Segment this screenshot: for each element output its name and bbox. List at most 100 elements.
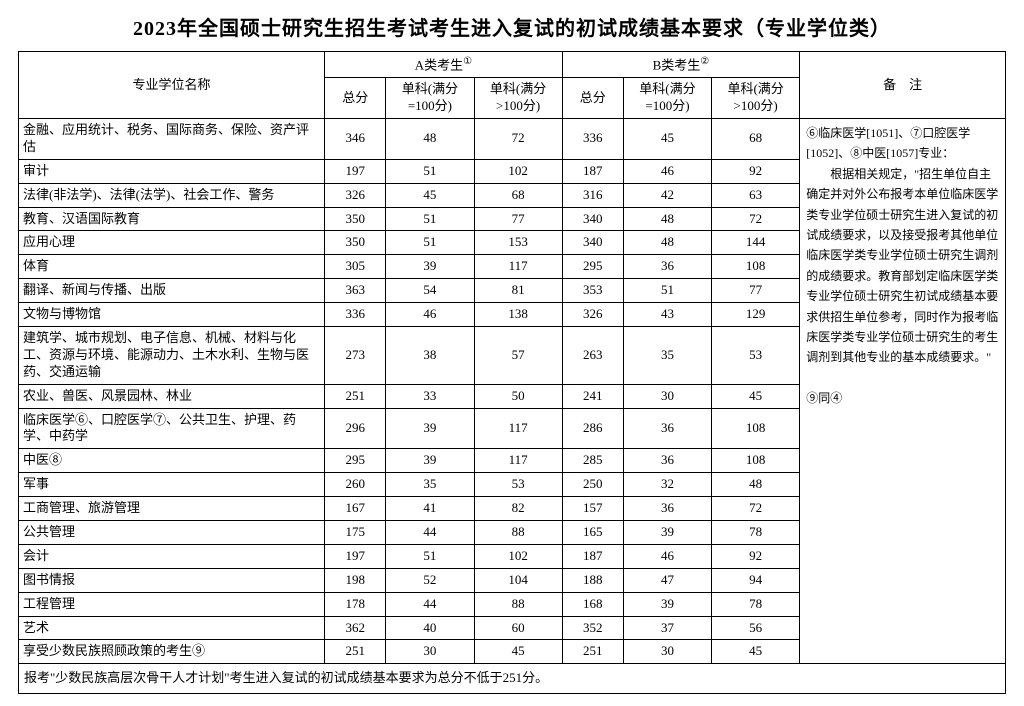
cell-a-s1: 41 [386,497,474,521]
cell-b-total: 241 [562,384,623,408]
cell-a-s2: 45 [474,640,562,664]
header-notes: 备 注 [800,52,1006,119]
header-name: 专业学位名称 [19,52,325,119]
header-a-total: 总分 [325,78,386,119]
cell-b-s2: 108 [712,449,800,473]
cell-a-s1: 38 [386,327,474,385]
cell-b-s2: 108 [712,408,800,449]
cell-b-total: 336 [562,119,623,160]
cell-b-s2: 77 [712,279,800,303]
header-a-subgt100: 单科(满分>100分) [474,78,562,119]
cell-a-s2: 117 [474,255,562,279]
footnote: 报考"少数民族高层次骨干人才计划"考生进入复试的初试成绩基本要求为总分不低于25… [19,664,1006,694]
cell-b-s2: 129 [712,303,800,327]
cell-a-s1: 39 [386,449,474,473]
cell-a-s1: 40 [386,616,474,640]
cell-a-s2: 57 [474,327,562,385]
cell-b-total: 340 [562,207,623,231]
cell-a-total: 251 [325,640,386,664]
cell-b-s2: 63 [712,183,800,207]
cell-name: 法律(非法学)、法律(法学)、社会工作、警务 [19,183,325,207]
cell-b-s1: 35 [623,327,711,385]
cell-a-total: 197 [325,159,386,183]
cell-a-total: 273 [325,327,386,385]
cell-a-total: 295 [325,449,386,473]
cell-b-s1: 37 [623,616,711,640]
cell-a-s2: 72 [474,119,562,160]
cell-b-s1: 39 [623,521,711,545]
cell-b-s1: 30 [623,640,711,664]
cell-b-s1: 48 [623,207,711,231]
cell-a-s2: 88 [474,521,562,545]
cell-b-s1: 46 [623,159,711,183]
cell-b-s2: 144 [712,231,800,255]
cell-name: 翻译、新闻与传播、出版 [19,279,325,303]
cell-a-s1: 30 [386,640,474,664]
cell-a-total: 350 [325,231,386,255]
cell-b-total: 165 [562,521,623,545]
cell-b-total: 251 [562,640,623,664]
table-row: 金融、应用统计、税务、国际商务、保险、资产评估34648723364568⑥临床… [19,119,1006,160]
cell-a-s2: 102 [474,159,562,183]
cell-a-s2: 53 [474,473,562,497]
cell-a-total: 296 [325,408,386,449]
cell-b-s2: 53 [712,327,800,385]
cell-a-s1: 45 [386,183,474,207]
cell-b-total: 326 [562,303,623,327]
cell-b-s1: 43 [623,303,711,327]
cell-a-total: 178 [325,592,386,616]
cell-a-total: 198 [325,568,386,592]
cell-name: 农业、兽医、风景园林、林业 [19,384,325,408]
cell-a-s1: 51 [386,207,474,231]
notes-cell: ⑥临床医学[1051]、⑦口腔医学[1052]、⑧中医[1057]专业： 根据相… [800,119,1006,664]
cell-name: 军事 [19,473,325,497]
cell-b-s1: 45 [623,119,711,160]
cell-a-s2: 50 [474,384,562,408]
cell-name: 公共管理 [19,521,325,545]
cell-name: 教育、汉语国际教育 [19,207,325,231]
cell-b-s1: 32 [623,473,711,497]
cell-a-s2: 117 [474,408,562,449]
cell-a-s1: 51 [386,159,474,183]
cell-b-total: 340 [562,231,623,255]
cell-a-s2: 82 [474,497,562,521]
cell-a-total: 260 [325,473,386,497]
cell-a-s2: 68 [474,183,562,207]
cell-b-total: 295 [562,255,623,279]
cell-b-s2: 108 [712,255,800,279]
cell-name: 临床医学⑥、口腔医学⑦、公共卫生、护理、药学、中药学 [19,408,325,449]
cell-name: 艺术 [19,616,325,640]
cell-b-total: 187 [562,544,623,568]
cell-a-s2: 104 [474,568,562,592]
cell-b-s1: 36 [623,449,711,473]
cell-b-s1: 30 [623,384,711,408]
header-cat-a: A类考生① [325,52,563,78]
cell-a-total: 305 [325,255,386,279]
cell-b-s1: 46 [623,544,711,568]
cell-b-s2: 56 [712,616,800,640]
scores-table: 专业学位名称 A类考生① B类考生② 备 注 总分 单科(满分=100分) 单科… [18,51,1006,694]
header-a-sub100: 单科(满分=100分) [386,78,474,119]
cell-a-total: 167 [325,497,386,521]
page-title: 2023年全国硕士研究生招生考试考生进入复试的初试成绩基本要求（专业学位类） [18,12,1006,41]
cell-a-total: 197 [325,544,386,568]
cell-a-s2: 138 [474,303,562,327]
header-b-subgt100: 单科(满分>100分) [712,78,800,119]
cell-name: 享受少数民族照顾政策的考生⑨ [19,640,325,664]
cell-b-total: 353 [562,279,623,303]
cell-a-s2: 153 [474,231,562,255]
cell-name: 建筑学、城市规划、电子信息、机械、材料与化工、资源与环境、能源动力、土木水利、生… [19,327,325,385]
cell-a-s2: 77 [474,207,562,231]
cell-b-s1: 36 [623,408,711,449]
cell-b-total: 168 [562,592,623,616]
cell-b-total: 352 [562,616,623,640]
cell-a-s1: 51 [386,231,474,255]
header-b-sub100: 单科(满分=100分) [623,78,711,119]
cell-a-s1: 35 [386,473,474,497]
cell-a-s1: 52 [386,568,474,592]
cell-b-s2: 92 [712,544,800,568]
cell-name: 体育 [19,255,325,279]
cell-a-total: 346 [325,119,386,160]
cell-a-total: 326 [325,183,386,207]
cell-a-total: 362 [325,616,386,640]
